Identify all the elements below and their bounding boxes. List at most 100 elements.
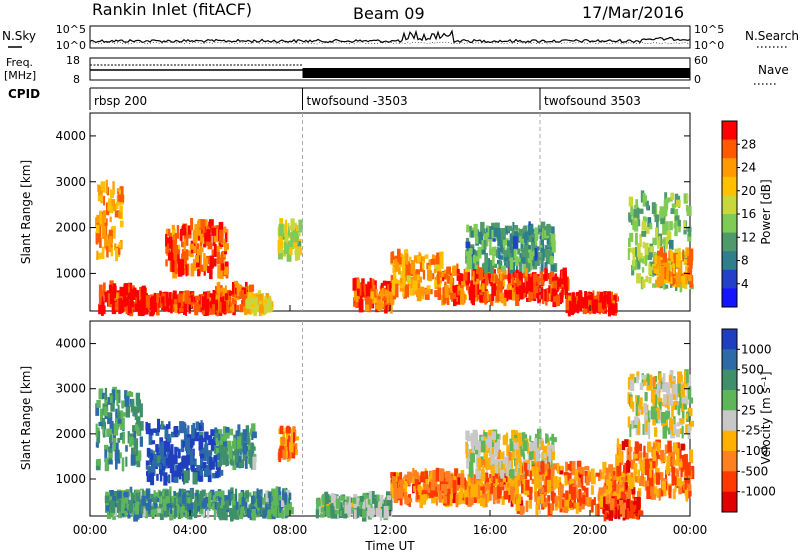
scatter-cell (558, 296, 562, 305)
scatter-cell (201, 247, 204, 253)
scatter-cell (429, 488, 434, 498)
scatter-cell (671, 458, 675, 466)
scatter-cell (207, 472, 212, 483)
scatter-cell (574, 306, 580, 313)
scatter-cell (501, 495, 505, 505)
scatter-cell (438, 490, 442, 503)
scatter-cell (209, 266, 213, 280)
scatter-cell (533, 274, 538, 282)
scatter-cell (406, 275, 411, 281)
scatter-cell (207, 265, 211, 273)
scatter-cell (550, 246, 554, 253)
scatter-cell (379, 301, 384, 308)
scatter-cell (494, 458, 499, 466)
scatter-cell (492, 253, 495, 266)
scatter-cell (174, 455, 178, 465)
scatter-cell (98, 421, 103, 427)
scatter-cell (601, 295, 607, 309)
scatter-cell (515, 459, 518, 472)
scatter-cell (511, 250, 515, 260)
scatter-cell (241, 497, 245, 507)
scatter-cell (193, 245, 198, 253)
cpid-segment-label: twofsound 3503 (544, 94, 641, 108)
scatter-cell (480, 234, 484, 245)
scatter-cell (593, 299, 599, 311)
scatter-cell (513, 283, 516, 294)
scatter-cell (584, 291, 588, 302)
scatter-cell (203, 238, 207, 248)
scatter-cell (478, 231, 483, 244)
scatter-cell (440, 484, 445, 492)
scatter-cell (551, 240, 556, 253)
scatter-cell (658, 409, 663, 420)
scatter-cell (565, 299, 569, 311)
scatter-cell (446, 494, 450, 504)
scatter-cell (488, 226, 493, 240)
scatter-cell (490, 465, 495, 474)
scatter-cell (106, 186, 110, 196)
noise-tick-top-right: 10^5 (694, 23, 724, 36)
scatter-cell (205, 496, 210, 504)
scatter-cell (272, 507, 277, 517)
scatter-cell (177, 250, 181, 255)
scatter-cell (470, 484, 476, 490)
scatter-cell (479, 435, 482, 443)
scatter-cell (544, 445, 549, 452)
scatter-cell (404, 480, 408, 492)
scatter-cell (673, 253, 678, 264)
scatter-cell (137, 302, 143, 316)
scatter-cell (217, 265, 222, 279)
scatter-cell (520, 505, 525, 514)
scatter-cell (354, 509, 357, 520)
scatter-cell (563, 471, 569, 477)
scatter-cell (480, 221, 485, 236)
scatter-cell (176, 504, 179, 518)
scatter-cell (405, 253, 409, 265)
scatter-cell (439, 468, 444, 482)
scatter-cell (225, 460, 230, 466)
scatter-cell (226, 291, 231, 298)
scatter-cell (219, 435, 223, 445)
scatter-cell (202, 462, 207, 472)
scatter-cell (531, 280, 536, 290)
scatter-cell (197, 269, 201, 277)
scatter-cell (339, 498, 343, 505)
scatter-cell (108, 284, 112, 298)
scatter-cell (108, 451, 113, 458)
scatter-cell (628, 510, 632, 519)
scatter-cell (287, 226, 291, 237)
scatter-cell (117, 499, 123, 512)
scatter-cell (515, 287, 520, 301)
scatter-cell (465, 481, 469, 488)
scatter-cell (515, 445, 520, 457)
scatter-cell (635, 475, 638, 483)
scatter-cell (663, 206, 668, 217)
scatter-cell (633, 469, 637, 481)
scatter-cell (634, 377, 637, 383)
scatter-cell (136, 292, 139, 298)
scatter-cell (150, 428, 154, 436)
scatter-cell (412, 470, 417, 484)
scatter-cell (531, 466, 535, 477)
scatter-cell (613, 471, 616, 479)
scatter-cell (629, 392, 632, 397)
scatter-cell (546, 242, 552, 248)
scatter-cell (475, 430, 478, 438)
scatter-cell (655, 412, 658, 423)
scatter-cell (503, 280, 506, 287)
nsky-label: N.Sky (2, 29, 36, 43)
scatter-cell (201, 437, 207, 443)
scatter-cell (418, 276, 422, 283)
scatter-cell (501, 228, 506, 239)
scatter-cell (680, 384, 686, 397)
scatter-cell (108, 459, 113, 465)
scatter-cell (218, 429, 223, 434)
scatter-cell (455, 494, 459, 508)
scatter-cell (488, 273, 491, 284)
scatter-cell (491, 246, 496, 253)
scatter-cell (344, 496, 347, 504)
scatter-cell (639, 462, 644, 471)
scatter-cell (116, 300, 121, 311)
scatter-cell (110, 244, 114, 252)
scatter-cell (481, 240, 487, 250)
